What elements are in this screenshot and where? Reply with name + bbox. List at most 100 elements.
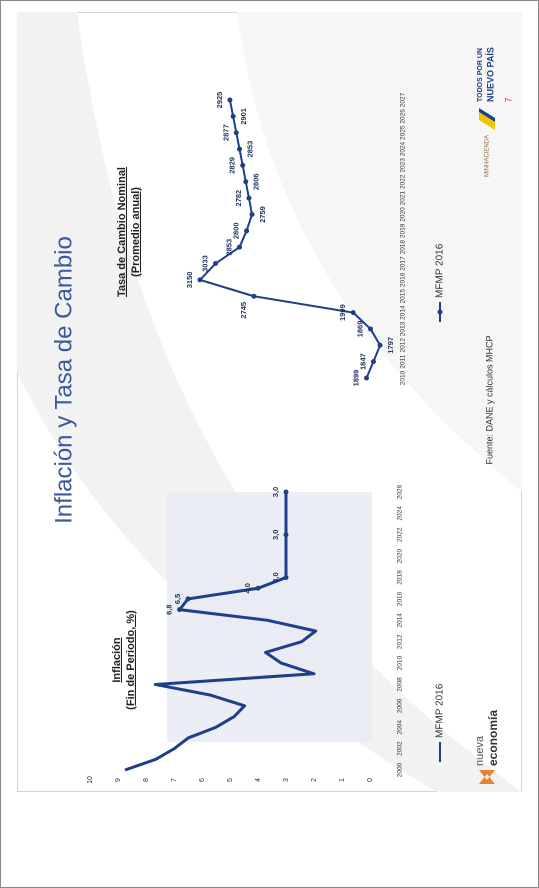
data-point bbox=[364, 375, 370, 381]
data-point bbox=[283, 532, 289, 538]
data-point bbox=[370, 359, 376, 365]
x-tick-label: 2013 bbox=[400, 321, 407, 336]
data-label: 2806 bbox=[252, 173, 261, 190]
y-tick-label: 3 bbox=[283, 778, 290, 782]
data-point bbox=[255, 585, 261, 591]
x-tick-label: 2004 bbox=[397, 720, 404, 735]
data-point bbox=[197, 277, 203, 283]
data-point bbox=[368, 326, 374, 332]
logo-slogan: NUEVO PAÍS bbox=[485, 47, 495, 102]
logo-icon bbox=[479, 770, 495, 784]
data-point bbox=[233, 130, 239, 136]
x-tick-label: 2019 bbox=[400, 223, 407, 238]
data-point bbox=[237, 146, 243, 152]
x-tick-label: 2021 bbox=[400, 191, 407, 206]
data-point bbox=[227, 97, 233, 103]
x-tick-label: 2018 bbox=[397, 570, 404, 585]
data-line bbox=[198, 99, 382, 379]
x-tick-label: 2002 bbox=[397, 741, 404, 756]
logo-nueva-economia: nueva economía bbox=[474, 710, 500, 784]
legend-label: MFMP 2016 bbox=[435, 683, 446, 738]
y-tick-label: 1 bbox=[339, 778, 346, 782]
y-tick-label: 8 bbox=[143, 778, 150, 782]
logo-ministry: MINHACIENDA bbox=[485, 135, 491, 177]
y-tick-label: 7 bbox=[171, 778, 178, 782]
x-tick-label: 2023 bbox=[400, 158, 407, 173]
data-label: 2853 bbox=[245, 141, 254, 158]
logo-slogan: TODOS POR UN bbox=[477, 48, 484, 102]
x-tick-label: 2006 bbox=[397, 698, 404, 713]
data-point bbox=[244, 228, 250, 234]
x-tick-label: 2011 bbox=[400, 354, 407, 368]
data-point bbox=[283, 489, 289, 495]
x-tick-label: 2016 bbox=[397, 591, 404, 606]
x-tick-label: 2008 bbox=[397, 677, 404, 692]
data-label: 2745 bbox=[239, 302, 248, 319]
data-label: 1869 bbox=[355, 321, 364, 338]
data-label: 6,8 bbox=[165, 604, 174, 614]
plot-shade bbox=[167, 492, 372, 742]
data-label: 2782 bbox=[234, 190, 243, 207]
logo-flag bbox=[479, 108, 495, 122]
data-point bbox=[243, 179, 249, 185]
data-label: 1999 bbox=[338, 304, 347, 321]
x-tick-label: 2012 bbox=[400, 338, 407, 353]
x-tick-label: 2012 bbox=[397, 634, 404, 649]
data-label: 2853 bbox=[224, 239, 233, 256]
legend-marker bbox=[437, 309, 443, 315]
y-tick-label: 5 bbox=[227, 778, 234, 782]
legend-label: MFMP 2016 bbox=[435, 243, 446, 298]
x-tick-label: 2010 bbox=[400, 370, 407, 385]
data-point bbox=[185, 596, 191, 602]
data-label: 2759 bbox=[258, 206, 267, 223]
data-label: 2877 bbox=[221, 124, 230, 141]
data-point bbox=[213, 261, 219, 267]
logo-flag bbox=[479, 112, 495, 130]
data-point bbox=[177, 607, 183, 613]
data-line bbox=[124, 492, 318, 772]
data-label: 1797 bbox=[386, 337, 395, 354]
chart-title: Inflación bbox=[111, 637, 123, 683]
slide: Inflación y Tasa de Cambio Fuente: DANE … bbox=[17, 12, 522, 792]
x-tick-label: 2022 bbox=[397, 527, 404, 542]
data-label: 2829 bbox=[228, 157, 237, 174]
y-tick-label: 9 bbox=[115, 778, 122, 782]
x-tick-label: 2024 bbox=[400, 141, 407, 156]
data-point bbox=[230, 113, 236, 119]
x-tick-label: 2027 bbox=[400, 92, 407, 107]
x-tick-label: 2016 bbox=[400, 272, 407, 287]
page-number: 7 bbox=[503, 97, 513, 102]
data-label: 6,5 bbox=[173, 594, 182, 604]
logo-text: economía bbox=[486, 710, 500, 766]
data-label: 2800 bbox=[232, 222, 241, 239]
chart-title: Tasa de Cambio Nominal bbox=[116, 167, 128, 297]
data-point bbox=[350, 310, 356, 316]
x-tick-label: 2022 bbox=[400, 174, 407, 189]
y-tick-label: 10 bbox=[87, 776, 94, 784]
x-tick-label: 2025 bbox=[400, 125, 407, 140]
x-tick-label: 2024 bbox=[397, 506, 404, 521]
data-point bbox=[237, 244, 243, 250]
data-label: 3,0 bbox=[271, 487, 280, 497]
data-point bbox=[377, 342, 383, 348]
data-point bbox=[249, 211, 255, 217]
x-tick-label: 2026 bbox=[397, 484, 404, 499]
data-label: 3,0 bbox=[271, 530, 280, 540]
x-tick-label: 2026 bbox=[400, 109, 407, 124]
x-tick-label: 2020 bbox=[400, 207, 407, 222]
x-tick-label: 2015 bbox=[400, 289, 407, 304]
source: Fuente: DANE y cálculos MHCP bbox=[484, 335, 494, 464]
data-label: 3,0 bbox=[271, 572, 280, 582]
x-tick-label: 2018 bbox=[400, 240, 407, 255]
x-tick-label: 2014 bbox=[397, 613, 404, 628]
x-tick-label: 2000 bbox=[397, 762, 404, 777]
data-point bbox=[240, 162, 246, 168]
y-tick-label: 2 bbox=[311, 778, 318, 782]
x-tick-label: 2017 bbox=[400, 256, 407, 271]
data-point bbox=[283, 575, 289, 581]
data-label: 4,0 bbox=[243, 583, 252, 593]
chart-subtitle: (Promedio anual) bbox=[130, 187, 142, 277]
data-label: 2901 bbox=[239, 108, 248, 125]
slide-title: Inflación y Tasa de Cambio bbox=[50, 236, 77, 524]
